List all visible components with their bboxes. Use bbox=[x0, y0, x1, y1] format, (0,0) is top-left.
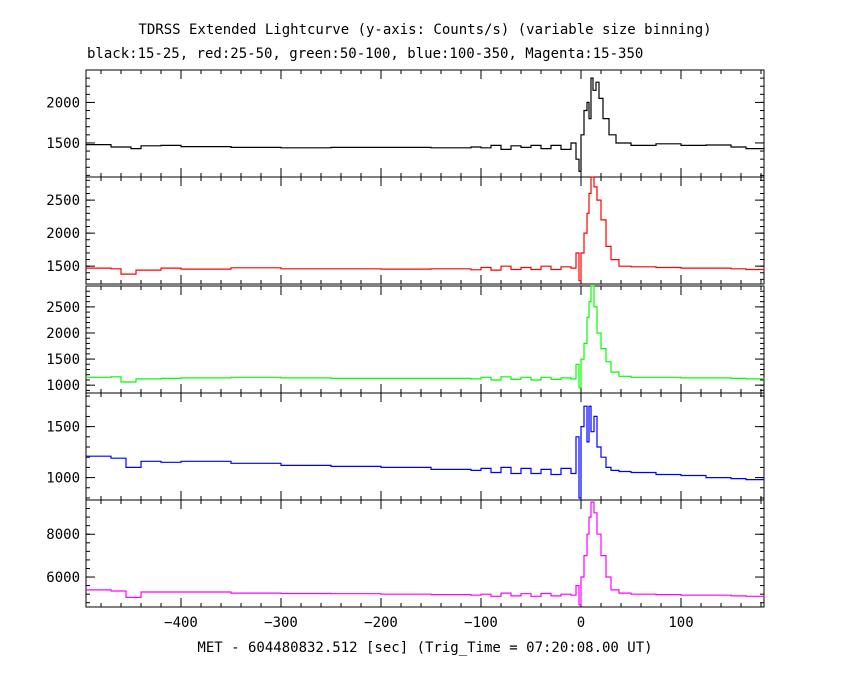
y-tick-label: 1500 bbox=[46, 259, 80, 275]
x-tick-label: −100 bbox=[464, 615, 498, 631]
chart-subtitle: black:15-25, red:25-50, green:50-100, bl… bbox=[87, 46, 644, 62]
series-line-magenta bbox=[86, 501, 765, 606]
y-tick-label: 1000 bbox=[46, 471, 80, 487]
x-tick-label: −400 bbox=[164, 615, 198, 631]
y-tick-label: 2000 bbox=[46, 226, 80, 242]
chart-title: TDRSS Extended Lightcurve (y-axis: Count… bbox=[138, 22, 712, 38]
y-tick-label: 8000 bbox=[46, 527, 80, 543]
y-tick-label: 2000 bbox=[46, 326, 80, 342]
y-tick-label: 6000 bbox=[46, 570, 80, 586]
panel-frame bbox=[85, 176, 765, 285]
panel-frame bbox=[85, 69, 765, 178]
y-tick-label: 2000 bbox=[46, 95, 80, 111]
panel-frame bbox=[85, 499, 765, 608]
x-tick-label: −200 bbox=[364, 615, 398, 631]
series-line-red bbox=[86, 176, 765, 282]
y-tick-label: 1500 bbox=[46, 136, 80, 152]
x-axis-label: MET - 604480832.512 [sec] (Trig_Time = 0… bbox=[197, 640, 653, 656]
y-tick-label: 1000 bbox=[46, 378, 80, 394]
series-line-black bbox=[86, 77, 765, 172]
y-tick-label: 2500 bbox=[46, 300, 80, 316]
y-tick-label: 1500 bbox=[46, 420, 80, 436]
y-tick-label: 1500 bbox=[46, 352, 80, 368]
x-tick-label: 100 bbox=[668, 615, 693, 631]
x-tick-label: 0 bbox=[577, 615, 585, 631]
y-tick-label: 2500 bbox=[46, 193, 80, 209]
x-tick-label: −300 bbox=[264, 615, 298, 631]
series-line-green bbox=[86, 285, 765, 389]
panel-frame bbox=[85, 392, 765, 501]
series-line-blue bbox=[86, 405, 765, 499]
